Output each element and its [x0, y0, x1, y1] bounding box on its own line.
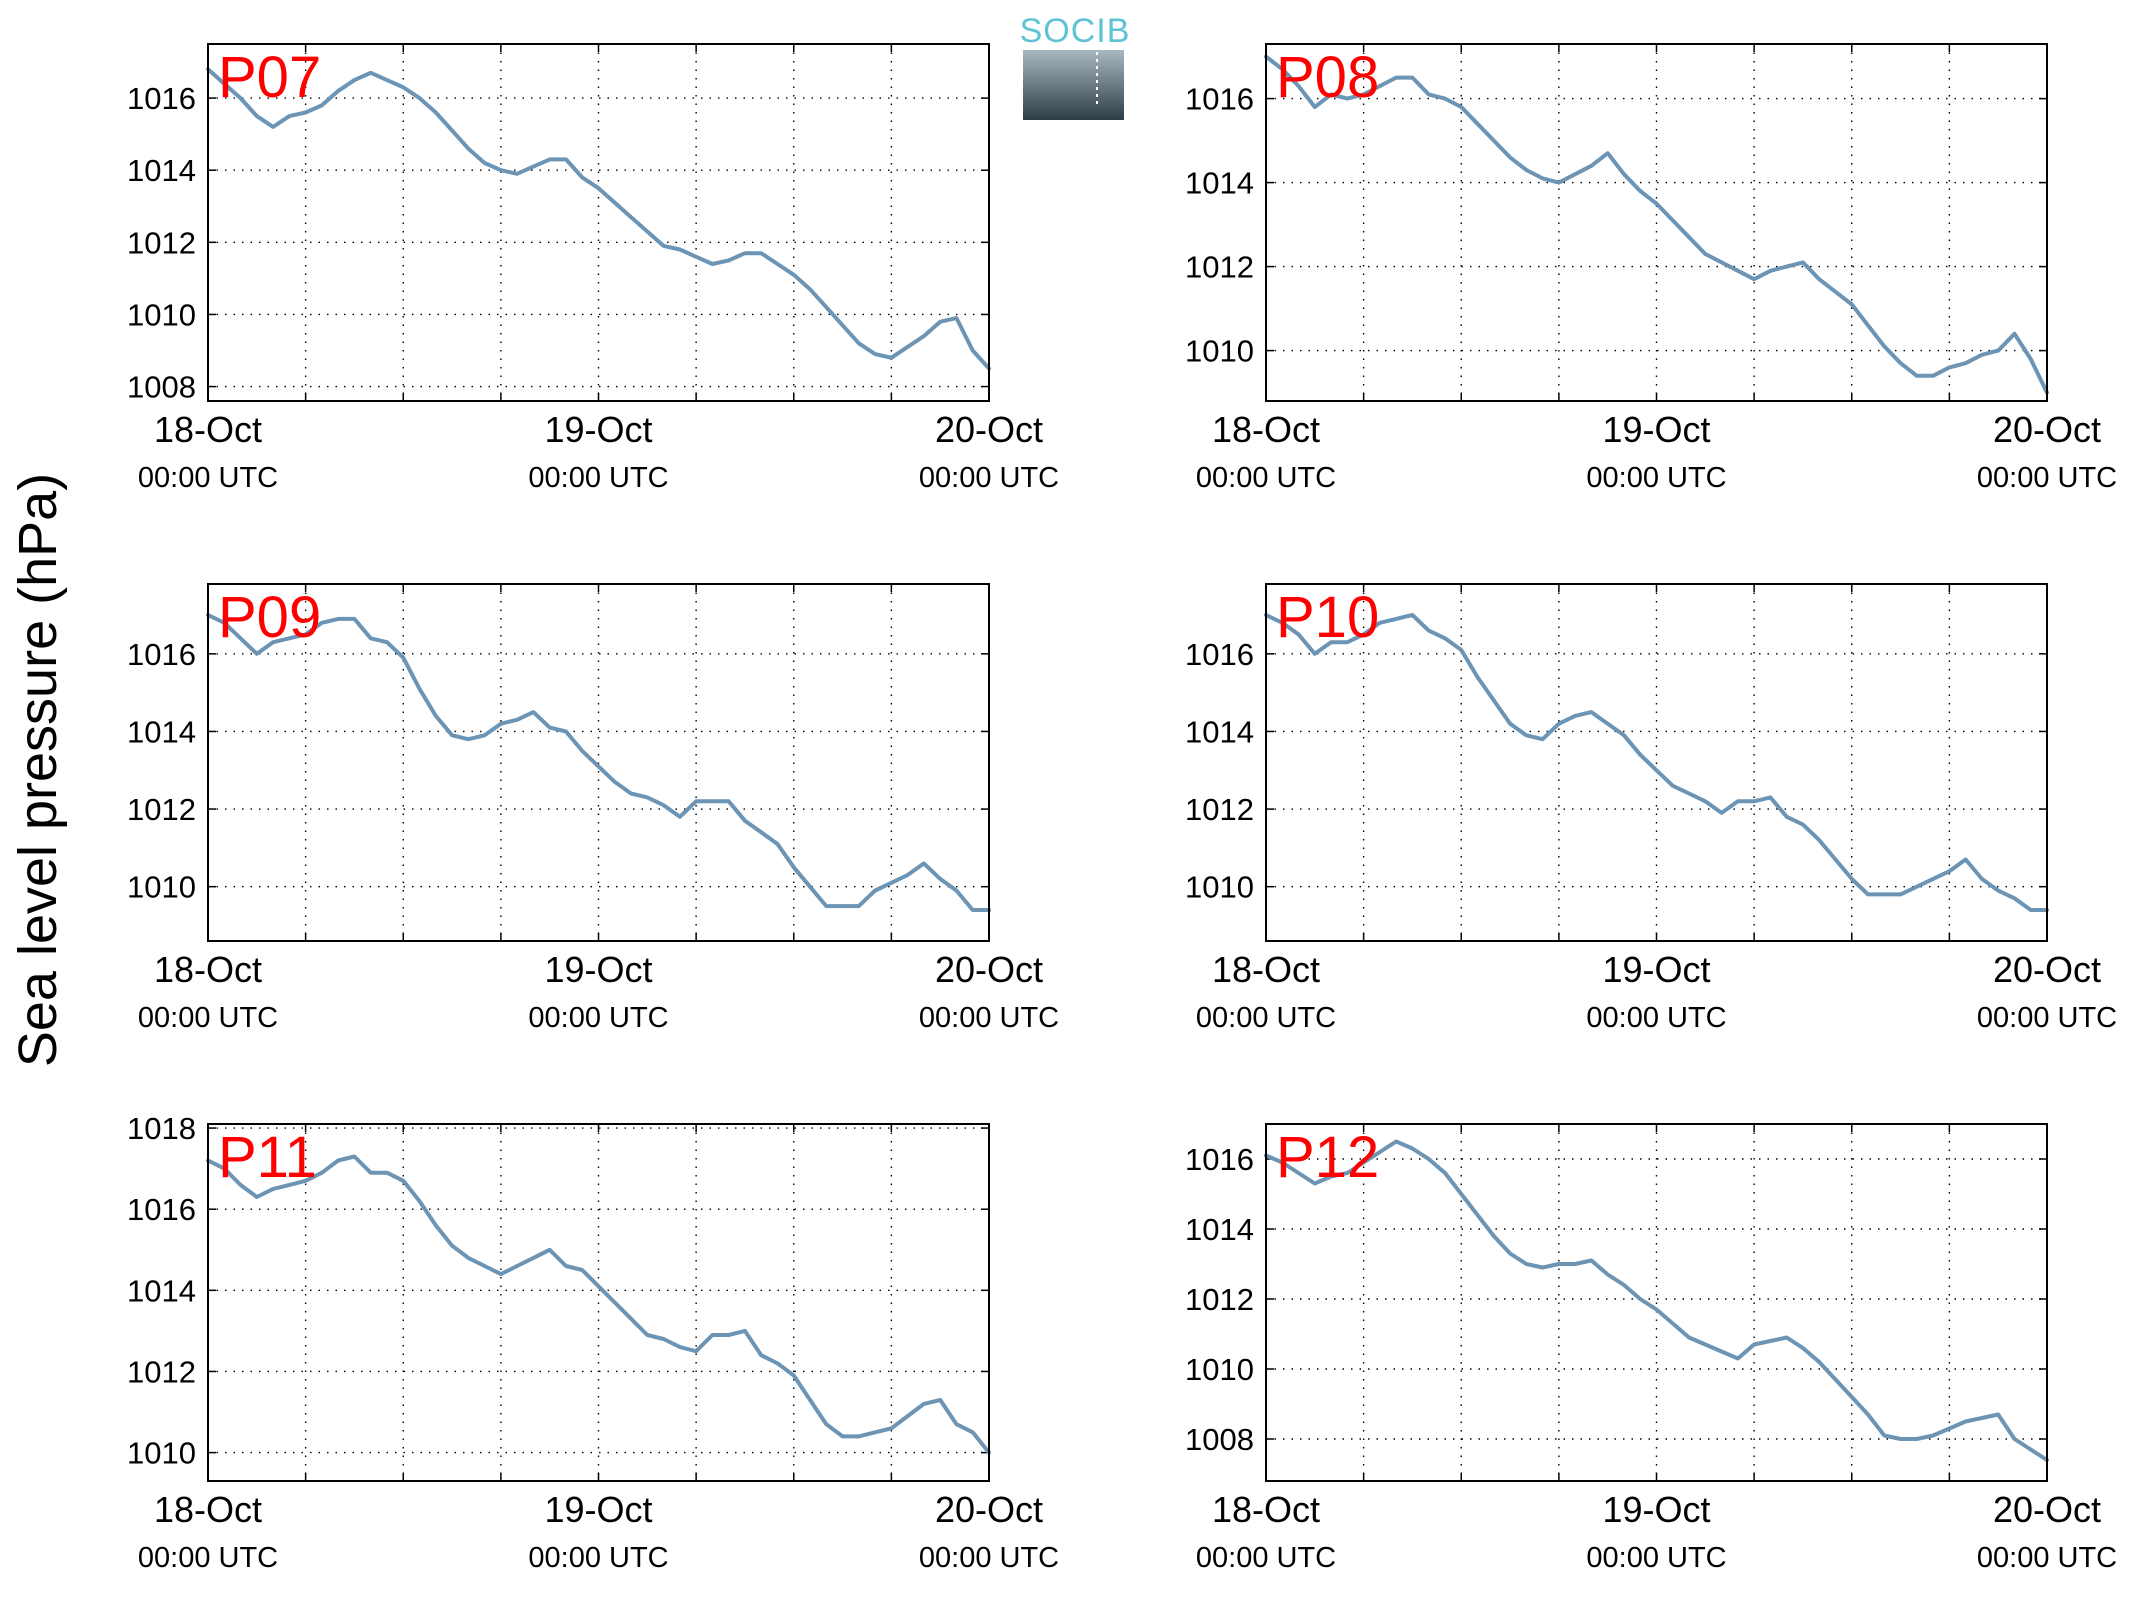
- y-tick-label: 1014: [1185, 1212, 1254, 1247]
- x-tick-date-label: 19-Oct: [544, 1489, 652, 1530]
- y-tick-label: 1014: [1185, 166, 1254, 201]
- x-tick-date-label: 18-Oct: [154, 409, 262, 450]
- y-tick-label: 1012: [1185, 792, 1254, 827]
- socib-logo: SOCIB: [1020, 12, 1131, 120]
- x-tick-time-label: 00:00 UTC: [138, 1002, 278, 1034]
- series-line-p08: [1264, 54, 2049, 395]
- panel-p12: 1008 1010 1012 1014 1016 18-Oct 00:00 UTC 19-Oc…: [1185, 1123, 2117, 1574]
- y-tick-label: 1014: [127, 153, 196, 188]
- x-tick-date-label: 20-Oct: [935, 409, 1043, 450]
- x-tick-time-label: 00:00 UTC: [1586, 462, 1726, 494]
- panels: 1008 1010 1012 1014 1016 18-Oct 00:00 UTC 19-Oc…: [127, 43, 2117, 1574]
- x-tick-date-label: 18-Oct: [1212, 949, 1320, 990]
- x-tick-time-label: 00:00 UTC: [138, 1542, 278, 1574]
- y-tick-label: 1010: [127, 870, 196, 905]
- x-tick-time-label: 00:00 UTC: [1196, 462, 1336, 494]
- y-tick-label: 1016: [127, 637, 196, 672]
- logo-bar: [1023, 50, 1124, 120]
- x-tick-time-label: 00:00 UTC: [1977, 1542, 2117, 1574]
- panel-p07: 1008 1010 1012 1014 1016 18-Oct 00:00 UTC 19-Oc…: [127, 43, 1059, 494]
- x-tick-date-label: 19-Oct: [1602, 409, 1710, 450]
- panel-label: P07: [218, 45, 321, 110]
- x-tick-time-label: 00:00 UTC: [1977, 1002, 2117, 1034]
- x-tick-date-label: 18-Oct: [154, 949, 262, 990]
- y-tick-label: 1010: [127, 1436, 196, 1471]
- y-tick-label: 1008: [127, 370, 196, 405]
- panel-label: P09: [218, 585, 321, 650]
- x-tick-time-label: 00:00 UTC: [1586, 1542, 1726, 1574]
- x-tick-time-label: 00:00 UTC: [919, 462, 1059, 494]
- series-line-p11: [206, 1154, 991, 1455]
- y-tick-label: 1016: [127, 1192, 196, 1227]
- y-tick-label: 1012: [127, 792, 196, 827]
- x-tick-date-label: 18-Oct: [1212, 1489, 1320, 1530]
- y-tick-label: 1014: [127, 1273, 196, 1308]
- panel-label: P10: [1276, 585, 1379, 650]
- y-tick-label: 1012: [127, 1354, 196, 1389]
- x-tick-date-label: 20-Oct: [1993, 409, 2101, 450]
- x-tick-date-label: 20-Oct: [935, 1489, 1043, 1530]
- panel-label: P12: [1276, 1125, 1379, 1190]
- y-tick-label: 1012: [127, 225, 196, 260]
- y-tick-label: 1014: [1185, 714, 1254, 749]
- y-tick-label: 1016: [1185, 637, 1254, 672]
- series-line-p10: [1264, 613, 2049, 912]
- y-axis-label: Sea level pressure (hPa): [8, 473, 68, 1067]
- panel-p10: 1010 1012 1014 1016 18-Oct 00:00 UTC 19-Oct 00:…: [1185, 583, 2117, 1034]
- panel-p09: 1010 1012 1014 1016 18-Oct 00:00 UTC 19-Oct 00:…: [127, 583, 1059, 1034]
- axes-frame: [1265, 43, 2048, 402]
- panel-label: P08: [1276, 45, 1379, 110]
- x-tick-date-label: 19-Oct: [1602, 949, 1710, 990]
- x-tick-date-label: 18-Oct: [1212, 409, 1320, 450]
- series-line-p09: [206, 613, 991, 912]
- y-tick-label: 1010: [1185, 870, 1254, 905]
- x-tick-time-label: 00:00 UTC: [1196, 1002, 1336, 1034]
- x-tick-time-label: 00:00 UTC: [528, 1002, 668, 1034]
- x-tick-time-label: 00:00 UTC: [138, 462, 278, 494]
- x-tick-date-label: 20-Oct: [935, 949, 1043, 990]
- axes-frame: [207, 43, 990, 402]
- x-tick-date-label: 20-Oct: [1993, 1489, 2101, 1530]
- axes-frame: [1265, 1123, 2048, 1482]
- panel-p08: 1010 1012 1014 1016 18-Oct 00:00 UTC 19-Oct 00:…: [1185, 43, 2117, 494]
- y-tick-label: 1012: [1185, 1282, 1254, 1317]
- logo-text: SOCIB: [1020, 12, 1131, 50]
- y-tick-label: 1018: [127, 1111, 196, 1146]
- axes-frame: [207, 1123, 990, 1482]
- x-tick-date-label: 18-Oct: [154, 1489, 262, 1530]
- y-tick-label: 1014: [127, 714, 196, 749]
- y-tick-label: 1010: [1185, 1352, 1254, 1387]
- y-tick-label: 1016: [1185, 82, 1254, 117]
- x-tick-time-label: 00:00 UTC: [1196, 1542, 1336, 1574]
- axes-frame: [1265, 583, 2048, 942]
- x-tick-date-label: 19-Oct: [544, 409, 652, 450]
- x-tick-time-label: 00:00 UTC: [919, 1002, 1059, 1034]
- x-tick-time-label: 00:00 UTC: [1977, 462, 2117, 494]
- axes-frame: [207, 583, 990, 942]
- y-tick-label: 1012: [1185, 250, 1254, 285]
- panel-p11: 1010 1012 1014 1016 1018 18-Oct 00:00 UTC 19-Oc…: [127, 1111, 1059, 1574]
- y-tick-label: 1016: [127, 81, 196, 116]
- series-line-p07: [206, 67, 991, 371]
- x-tick-time-label: 00:00 UTC: [1586, 1002, 1726, 1034]
- x-tick-date-label: 19-Oct: [544, 949, 652, 990]
- x-tick-date-label: 19-Oct: [1602, 1489, 1710, 1530]
- x-tick-time-label: 00:00 UTC: [919, 1542, 1059, 1574]
- y-tick-label: 1010: [127, 297, 196, 332]
- y-tick-label: 1010: [1185, 334, 1254, 369]
- y-tick-label: 1008: [1185, 1422, 1254, 1457]
- x-tick-date-label: 20-Oct: [1993, 949, 2101, 990]
- y-tick-label: 1016: [1185, 1142, 1254, 1177]
- x-tick-time-label: 00:00 UTC: [528, 1542, 668, 1574]
- series-line-p12: [1264, 1139, 2049, 1462]
- x-tick-time-label: 00:00 UTC: [528, 462, 668, 494]
- panel-label: P11: [218, 1125, 317, 1190]
